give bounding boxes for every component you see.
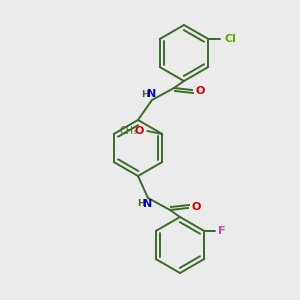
Text: F: F <box>218 226 226 236</box>
Text: O: O <box>195 86 204 96</box>
Text: O: O <box>135 126 144 136</box>
Text: O: O <box>191 202 200 212</box>
Text: H: H <box>137 199 145 208</box>
Text: N: N <box>147 89 157 99</box>
Text: N: N <box>143 199 153 209</box>
Text: H: H <box>141 90 149 99</box>
Text: Cl: Cl <box>224 34 236 44</box>
Text: CH₃: CH₃ <box>119 126 137 136</box>
